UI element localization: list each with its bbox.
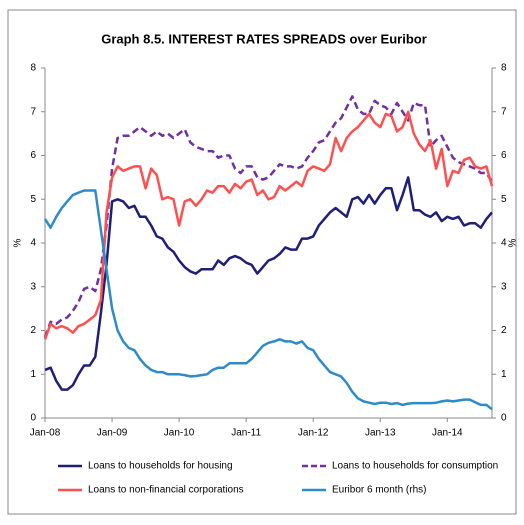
y2-tick-label: 2 [501, 325, 507, 336]
y-tick-label: 0 [30, 413, 36, 424]
legend-label: Euribor 6 month (rhs) [332, 485, 426, 496]
legend-label: Loans to non-financial corporations [88, 485, 244, 496]
y2-tick-label: 3 [501, 281, 507, 292]
legend-label: Loans to households for consumption [332, 461, 498, 472]
series-line [44, 176, 493, 391]
y2-tick-label: 4 [501, 238, 507, 249]
series-line [43, 95, 494, 338]
y-tick-label: 4 [30, 238, 36, 249]
series-line [43, 189, 493, 411]
x-tick-label: Jan-08 [30, 428, 61, 439]
y2-tick-label: 7 [501, 106, 507, 117]
x-tick-label: Jan-11 [231, 428, 261, 439]
x-tick-label: Jan-14 [432, 428, 463, 439]
y2-tick-label: 0 [501, 413, 507, 424]
y-tick-label: 3 [30, 281, 36, 292]
y-tick-label: 8 [30, 63, 36, 74]
y2-tick-label: 6 [501, 150, 507, 161]
x-tick-label: Jan-10 [164, 428, 195, 439]
y-tick-label: 7 [30, 106, 36, 117]
y2-tick-label: 5 [501, 194, 507, 205]
y-axis-label: % [13, 238, 24, 247]
y-tick-label: 6 [30, 150, 36, 161]
x-tick-label: Jan-09 [97, 428, 128, 439]
y-tick-label: 1 [30, 369, 36, 380]
y-tick-label: 2 [30, 325, 36, 336]
chart-title: Graph 8.5. INTEREST RATES SPREADS over E… [101, 31, 427, 46]
x-tick-label: Jan-12 [298, 428, 329, 439]
y2-axis-label: % [508, 238, 519, 247]
y2-tick-label: 8 [501, 63, 507, 74]
chart-frame [7, 9, 517, 515]
y2-tick-label: 1 [501, 369, 507, 380]
series-line [43, 110, 494, 340]
x-tick-label: Jan-13 [365, 428, 396, 439]
legend-label: Loans to households for housing [88, 461, 233, 472]
y-tick-label: 5 [30, 194, 36, 205]
